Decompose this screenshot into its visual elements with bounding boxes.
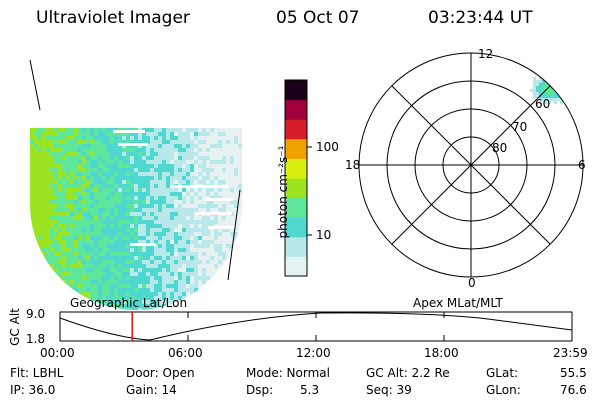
colorbar-cell — [285, 99, 307, 120]
colorbar-cell — [285, 80, 307, 101]
mlt-label-6: 6 — [578, 158, 586, 172]
lat-label-80: 80 — [492, 141, 508, 155]
colorbar-cell — [285, 217, 307, 238]
mlt-label-0: 0 — [468, 276, 476, 290]
status-filter: Flt: LBHL — [10, 366, 64, 380]
status-gain: Gain: 14 — [126, 383, 177, 397]
instrument-title: Ultraviolet Imager — [36, 8, 190, 28]
lat-label-70: 70 — [512, 120, 528, 134]
polar-plot — [358, 52, 584, 278]
uv-image — [29, 59, 242, 310]
status-glat-label: GLat: — [486, 366, 519, 380]
colorbar-label: photon cm⁻²s⁻¹ — [276, 145, 290, 239]
altitude-xtick-2359: 23:59 — [553, 346, 588, 360]
altitude-ylabel: GC Alt — [8, 308, 22, 346]
altitude-xtick-1200: 12:00 — [296, 346, 331, 360]
status-ip: IP: 36.0 — [10, 383, 56, 397]
altitude-xtick-1800: 18:00 — [424, 346, 459, 360]
colorbar-cell — [285, 178, 307, 199]
colorbar-tick-100: 100 — [316, 140, 339, 154]
altitude-xtick-0000: 00:00 — [40, 346, 75, 360]
time-label: 03:23:44 UT — [428, 8, 533, 28]
colorbar-cell — [285, 256, 307, 277]
projection-right-label: Apex MLat/MLT — [413, 296, 503, 310]
date-label: 05 Oct 07 — [276, 8, 360, 28]
horizon-line-right — [227, 189, 241, 281]
colorbar-cell — [285, 119, 307, 140]
mlt-label-12: 12 — [478, 47, 494, 61]
colorbar — [284, 79, 312, 277]
status-seq: Seq: 39 — [366, 383, 412, 397]
colorbar-cell — [285, 197, 307, 218]
colorbar-cell — [285, 158, 307, 179]
status-glon-value: 76.6 — [560, 383, 587, 397]
status-gc-alt: GC Alt: 2.2 Re — [366, 366, 450, 380]
colorbar-cell — [285, 138, 307, 159]
status-mode: Mode: Normal — [246, 366, 330, 380]
colorbar-tick-10: 10 — [316, 228, 332, 242]
projection-left-label: Geographic Lat/Lon — [70, 296, 188, 310]
horizon-line-left — [29, 59, 41, 111]
altitude-ytick-max: 9.0 — [26, 307, 46, 321]
altitude-ytick-min: 1.8 — [26, 332, 46, 346]
status-dsp-value: 5.3 — [300, 383, 320, 397]
status-door: Door: Open — [126, 366, 195, 380]
altitude-plot — [59, 311, 573, 342]
status-glat-value: 55.5 — [560, 366, 587, 380]
altitude-xtick-0600: 06:00 — [168, 346, 203, 360]
colorbar-cell — [285, 236, 307, 257]
status-dsp-label: Dsp: — [246, 383, 274, 397]
mlt-label-18: 18 — [345, 158, 361, 172]
status-glon-label: GLon: — [486, 383, 521, 397]
lat-label-60: 60 — [535, 97, 551, 111]
